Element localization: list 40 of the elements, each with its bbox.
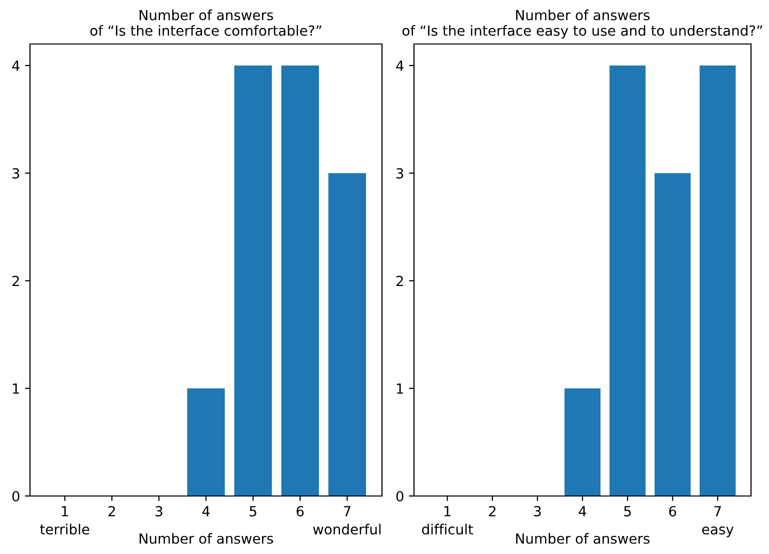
x-tick-label: 1 bbox=[62, 506, 68, 516]
x-axis-title: Number of answers bbox=[140, 533, 274, 544]
y-tick-label: 0 bbox=[396, 490, 404, 502]
x-tick-label: 7 bbox=[714, 506, 721, 516]
y-tick-label: 3 bbox=[396, 168, 404, 179]
x-tick-label: 2 bbox=[488, 506, 496, 516]
x-tick-label: 6 bbox=[296, 506, 304, 516]
bar bbox=[281, 66, 319, 496]
x-tick-label: 4 bbox=[578, 506, 586, 516]
x-tick-label: 6 bbox=[669, 506, 676, 516]
bar bbox=[328, 173, 366, 496]
text: wonderful bbox=[313, 524, 381, 535]
y-tick-label: 1 bbox=[12, 384, 19, 394]
x-axis-title: Number of answers bbox=[516, 533, 650, 544]
x-tick-label: 4 bbox=[202, 506, 210, 516]
x-tick-label: 3 bbox=[156, 506, 162, 516]
bar bbox=[234, 66, 272, 496]
x-tick-label: 1 bbox=[444, 506, 450, 516]
y-tick-label: 4 bbox=[396, 60, 404, 71]
x-tick-label: 5 bbox=[624, 506, 631, 516]
chart-title: Number of answers of “Is the interface easy to use and to understand?” bbox=[402, 10, 762, 39]
y-tick-label: 4 bbox=[12, 60, 20, 71]
y-tick-label: 1 bbox=[396, 384, 403, 394]
bar bbox=[654, 173, 691, 496]
text: terrible bbox=[40, 524, 90, 535]
y-tick-label: 3 bbox=[12, 168, 20, 179]
y-tick-label: 0 bbox=[12, 490, 20, 502]
chart-title: Number of answers of “Is the interface comfortable?” bbox=[90, 10, 322, 36]
x-tick-label: 3 bbox=[534, 506, 541, 516]
x-tick-label: 5 bbox=[250, 506, 256, 516]
bar bbox=[564, 388, 601, 496]
x-tick-label: 2 bbox=[108, 506, 115, 516]
bar bbox=[610, 66, 646, 496]
y-tick-label: 2 bbox=[12, 276, 19, 286]
text: difficult bbox=[422, 524, 474, 535]
y-tick-label: 2 bbox=[396, 276, 403, 286]
bar bbox=[700, 66, 736, 496]
bar bbox=[187, 388, 225, 496]
x-tick-label: 7 bbox=[344, 506, 350, 516]
text: easy bbox=[702, 526, 734, 538]
